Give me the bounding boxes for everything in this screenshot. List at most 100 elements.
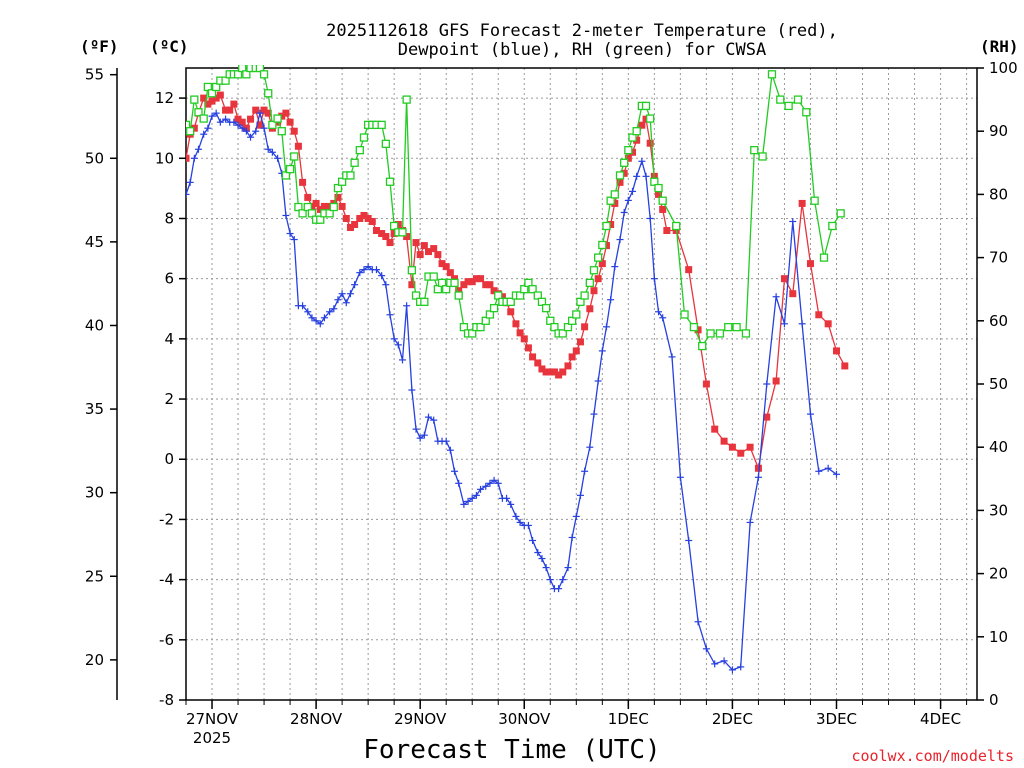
rh-point	[337, 177, 347, 186]
temperature-point	[546, 368, 554, 376]
fahrenheit-tick-label: 30	[85, 484, 104, 502]
dewpoint-point	[772, 293, 780, 301]
rh-point	[294, 202, 303, 212]
x-tick-label: 4DEC	[920, 710, 961, 728]
rh-point	[277, 127, 286, 136]
temperature-point	[326, 202, 334, 210]
rh-point	[385, 177, 395, 186]
dewpoint-point	[711, 660, 719, 668]
rh-point	[615, 171, 625, 180]
temperature-point	[334, 193, 342, 201]
temperature-point	[611, 199, 619, 207]
temperature-point	[646, 139, 654, 147]
rh-point	[828, 221, 837, 231]
dewpoint-point	[655, 308, 663, 316]
temperature-point	[190, 124, 198, 132]
dewpoint-point	[581, 467, 589, 475]
dewpoint-point	[194, 145, 202, 153]
temperature-point	[564, 362, 572, 370]
rh-point	[598, 240, 607, 250]
rh-point	[802, 108, 811, 117]
dewpoint-point	[780, 320, 788, 328]
dewpoint-point	[430, 416, 438, 424]
temperature-point	[386, 239, 394, 247]
dewpoint-point	[542, 564, 550, 572]
fahrenheit-tick-label: 25	[85, 567, 104, 585]
celsius-tick-label: -8	[159, 691, 174, 709]
dewpoint-point	[694, 618, 702, 626]
rh-point	[194, 108, 203, 117]
dewpoint-point	[316, 320, 324, 328]
rh-point	[628, 133, 637, 142]
temperature-point	[685, 266, 693, 274]
temperature-point	[789, 290, 797, 298]
temperature-point	[498, 293, 506, 301]
temperature-point	[720, 437, 728, 445]
dewpoint-point	[247, 133, 255, 141]
rh-point	[450, 278, 459, 288]
temperature-point	[512, 320, 520, 328]
celsius-tick-label: -2	[159, 510, 174, 528]
rh-point	[585, 278, 594, 288]
dewpoint-point	[702, 645, 710, 653]
temperature-point	[586, 305, 594, 313]
rh-point	[558, 329, 567, 338]
celsius-tick-label: 0	[164, 450, 174, 468]
rh-point	[506, 297, 515, 306]
dewpoint-point	[356, 269, 364, 277]
temperature-point	[320, 202, 328, 210]
rh-unit-label: (RH)	[980, 37, 1019, 56]
temperature-point	[256, 121, 264, 129]
dewpoint-point	[494, 479, 502, 487]
temperature-point	[364, 214, 372, 222]
temperature-point	[434, 251, 442, 259]
temperature-point	[338, 202, 346, 210]
rh-point	[580, 291, 589, 300]
rh-point	[620, 158, 629, 167]
temperature-point	[230, 100, 238, 108]
rh-point	[221, 76, 230, 85]
temperature-point	[598, 260, 606, 268]
dewpoint-point	[455, 479, 463, 487]
series-dewpoint	[186, 109, 840, 674]
dewpoint-point	[490, 476, 498, 484]
dewpoint-point	[290, 236, 298, 244]
temperature-point	[538, 365, 546, 373]
rh-point	[533, 291, 542, 300]
rh-point	[359, 133, 369, 142]
rh-tick-label: 0	[989, 691, 999, 709]
temperature-point	[663, 227, 671, 235]
temperature-point	[524, 344, 532, 352]
temperature-point	[222, 106, 230, 114]
temperature-point	[290, 127, 298, 135]
rh-point	[602, 221, 611, 231]
temperature-point	[360, 211, 368, 219]
rh-point	[641, 101, 651, 111]
temperature-point	[772, 377, 780, 385]
temperature-point	[559, 368, 567, 376]
grid	[186, 68, 977, 700]
rh-point	[494, 291, 503, 300]
dewpoint-point	[602, 323, 610, 331]
x-tick-label: 2DEC	[712, 710, 753, 728]
temperature-point	[382, 233, 390, 241]
temperature-point	[754, 464, 762, 472]
rh-point	[524, 278, 533, 288]
rh-point	[550, 322, 559, 332]
temperature-point	[555, 371, 563, 379]
dewpoint-point	[763, 380, 771, 388]
x-tick-label: 27NOV	[186, 710, 239, 728]
temperature-point	[252, 106, 260, 114]
temperature-point	[204, 100, 212, 108]
dewpoint-point	[312, 317, 320, 325]
rh-point	[420, 297, 429, 306]
axes	[110, 67, 984, 709]
rh-point	[758, 152, 767, 161]
dewpoint-point	[442, 437, 450, 445]
chart-title-line2: Dewpoint (blue), RH (green) for CWSA	[398, 40, 766, 60]
credit-text: coolwx.com/modelts	[851, 747, 1014, 765]
rh-point	[407, 266, 417, 275]
rh-tick-label: 80	[989, 185, 1008, 203]
temperature-point	[477, 275, 485, 283]
rh-point	[528, 285, 537, 294]
